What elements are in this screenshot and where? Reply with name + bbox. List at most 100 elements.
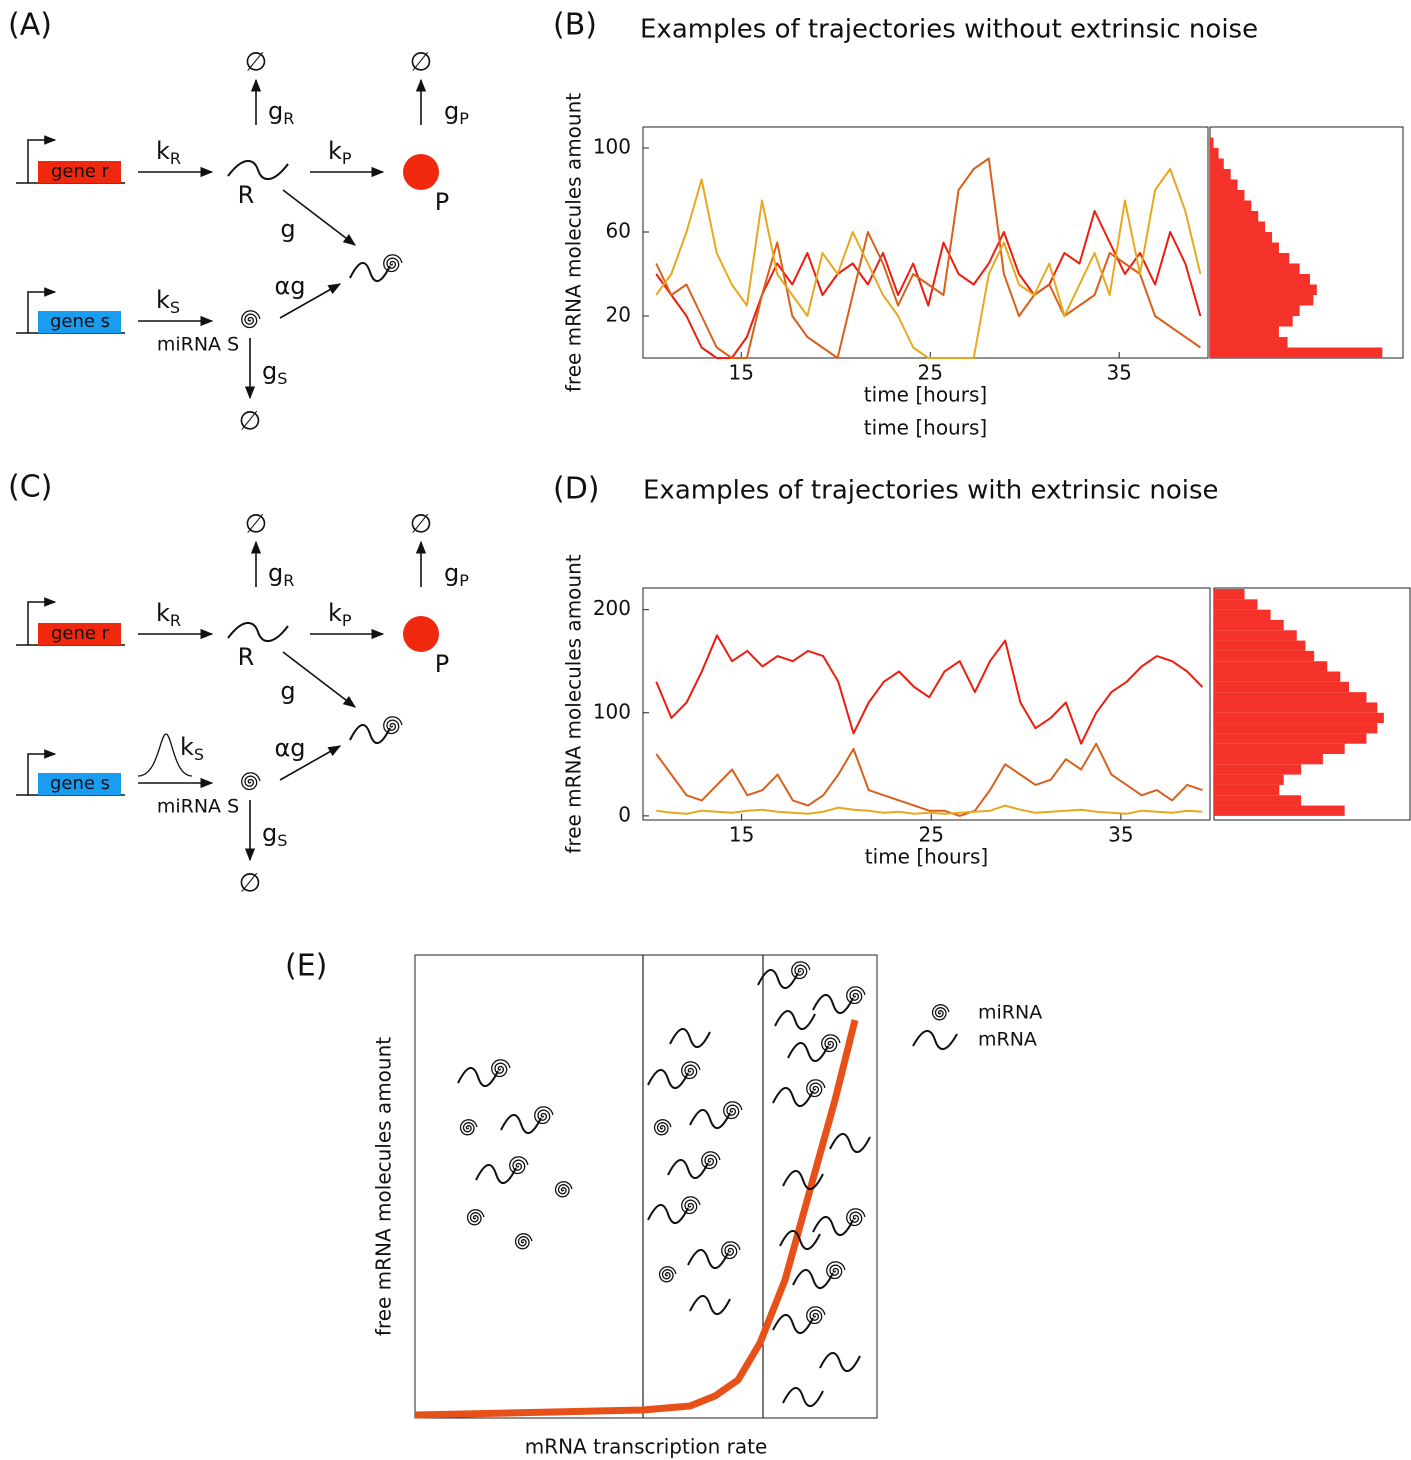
mrna-icon	[227, 160, 289, 180]
histogram-bar	[1214, 599, 1258, 610]
mirna-icon	[806, 1079, 826, 1098]
mrna-icon	[787, 1042, 829, 1062]
mirna-icon	[383, 254, 403, 273]
histogram-bar	[1214, 661, 1328, 672]
mrna-icon	[647, 1204, 689, 1224]
x-tick-label: 25	[917, 361, 942, 385]
species-label: R	[238, 181, 255, 209]
panel-label: (E)	[285, 949, 327, 984]
rate-symbol: k	[156, 137, 170, 165]
series-line	[656, 804, 1203, 815]
x-tick-label: 25	[919, 823, 944, 847]
mrna-icon	[782, 1387, 824, 1407]
histogram-bar	[1214, 702, 1378, 713]
mrna-icon	[774, 1010, 816, 1030]
rate-subscript: P	[459, 109, 469, 128]
rate-subscript: P	[342, 611, 352, 630]
rate-label: kP	[328, 599, 352, 630]
x-tick-label: 15	[729, 361, 754, 385]
mirna-icon	[466, 1209, 485, 1226]
rate-label: gP	[444, 559, 469, 590]
mirna-icon	[534, 1106, 554, 1125]
degradation: ∅	[239, 869, 262, 899]
mirna-icon	[459, 1119, 478, 1136]
rate-label: gP	[444, 97, 469, 128]
series-line	[655, 210, 1202, 359]
y-axis-label: free mRNA molecules amount	[562, 554, 586, 853]
arrow	[282, 651, 357, 708]
mrna-icon	[689, 1295, 731, 1315]
mrna-icon	[819, 1352, 861, 1372]
rate-label: kP	[328, 137, 352, 168]
species-label: P	[435, 188, 449, 216]
histogram-bar	[1214, 619, 1284, 631]
histogram-bar	[1214, 795, 1302, 806]
histogram-bar	[1214, 630, 1297, 641]
rate-label: g	[280, 215, 295, 243]
mirna-icon	[931, 1004, 950, 1021]
mrna-icon	[227, 622, 289, 642]
histogram-bar	[1214, 743, 1345, 755]
histogram-bar	[1214, 609, 1271, 620]
rate-subscript: S	[277, 831, 287, 850]
mirna-icon	[821, 1034, 841, 1053]
rate-symbol: k	[180, 733, 194, 761]
rate-label: kS	[156, 286, 180, 317]
histogram-bar	[1214, 723, 1378, 734]
rate-subscript: S	[194, 745, 204, 764]
rate-label: g	[280, 677, 295, 705]
promoter	[27, 597, 57, 645]
degradation: ∅	[410, 48, 433, 78]
rate-label: kS	[180, 733, 204, 764]
y-tick-label: 200	[593, 596, 631, 620]
histogram-bar	[1210, 326, 1279, 337]
rate-symbol: k	[328, 599, 342, 627]
degradation: ∅	[410, 510, 433, 540]
mrna-icon	[912, 1030, 958, 1050]
mirna-icon	[791, 961, 811, 980]
mirna-icon	[554, 1181, 573, 1198]
species-label: P	[435, 650, 449, 678]
mrna-icon	[667, 1159, 709, 1179]
histogram-bar	[1210, 137, 1214, 148]
mrna-icon	[689, 1109, 731, 1129]
mirna-icon	[653, 1119, 672, 1136]
species-label: R	[238, 643, 255, 671]
gene-label: gene s	[50, 773, 110, 794]
series-line	[655, 742, 1203, 817]
x-tick-label: 15	[729, 823, 754, 847]
rate-label: gR	[268, 559, 294, 590]
histogram-bar	[1210, 253, 1290, 264]
panel-label: (B)	[553, 8, 597, 43]
mirna-icon	[846, 986, 866, 1005]
histogram-bar	[1210, 274, 1310, 285]
mrna-icon	[349, 262, 391, 282]
histogram-bar	[1210, 232, 1273, 243]
y-axis-label: free mRNA molecules amount	[562, 93, 586, 392]
histogram-bar	[1210, 169, 1231, 180]
gene-box	[38, 311, 121, 333]
rate-symbol: k	[328, 137, 342, 165]
y-tick-label: 60	[606, 219, 631, 243]
degradation: ∅	[245, 510, 268, 540]
rate-subscript: R	[170, 149, 181, 168]
histogram-bar	[1210, 190, 1245, 201]
histogram-bar	[1210, 284, 1317, 295]
rate-subscript: S	[170, 298, 180, 317]
mrna-icon	[782, 1170, 824, 1190]
histogram-bar	[1214, 589, 1245, 600]
rate-subscript: P	[342, 149, 352, 168]
rate-symbol: g	[268, 559, 283, 587]
mrna-icon	[829, 1133, 871, 1153]
histogram-bar	[1210, 263, 1300, 274]
arrow	[279, 745, 342, 781]
mrna-icon	[772, 1087, 814, 1107]
protein	[403, 616, 439, 652]
rate-subscript: R	[283, 109, 294, 128]
histogram-bar	[1214, 692, 1367, 703]
promoter	[27, 135, 57, 183]
plot-frame	[642, 587, 1211, 821]
rate-label: gR	[268, 97, 294, 128]
plot-frame	[642, 126, 1209, 359]
rate-symbol: g	[262, 357, 277, 385]
